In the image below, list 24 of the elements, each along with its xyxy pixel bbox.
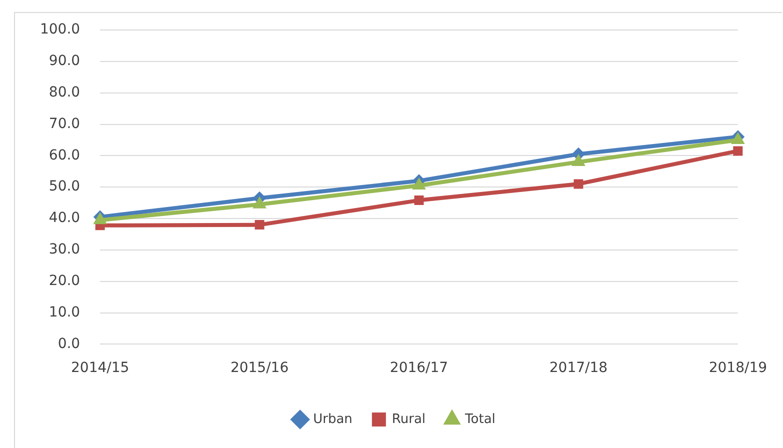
y-tick-label: 0.0 <box>58 336 80 352</box>
y-tick-label: 80.0 <box>48 84 80 100</box>
point <box>414 196 424 206</box>
y-tick-label: 30.0 <box>48 242 80 258</box>
legend-label: Rural <box>392 412 426 427</box>
x-tick-label: 2018/19 <box>708 360 768 376</box>
x-tick-label: 2015/16 <box>230 360 289 376</box>
legend-label: Total <box>464 412 496 427</box>
point <box>412 178 426 190</box>
y-tick-label: 70.0 <box>48 116 80 132</box>
point <box>733 146 743 156</box>
y-tick-label: 40.0 <box>48 210 80 226</box>
y-tick-label: 90.0 <box>48 53 80 70</box>
y-tick-label: 20.0 <box>48 273 80 289</box>
y-tick-label: 100.0 <box>40 22 80 38</box>
y-tick-label: 60.0 <box>48 147 80 164</box>
x-tick-label: 2017/18 <box>549 360 608 376</box>
point <box>254 220 264 230</box>
point <box>574 179 584 189</box>
legend-label: Urban <box>313 412 352 427</box>
x-tick-label: 2014/15 <box>70 360 130 376</box>
y-tick-label: 10.0 <box>48 304 80 320</box>
y-tick-label: 50.0 <box>48 178 80 195</box>
x-tick-label: 2016/17 <box>390 360 448 376</box>
